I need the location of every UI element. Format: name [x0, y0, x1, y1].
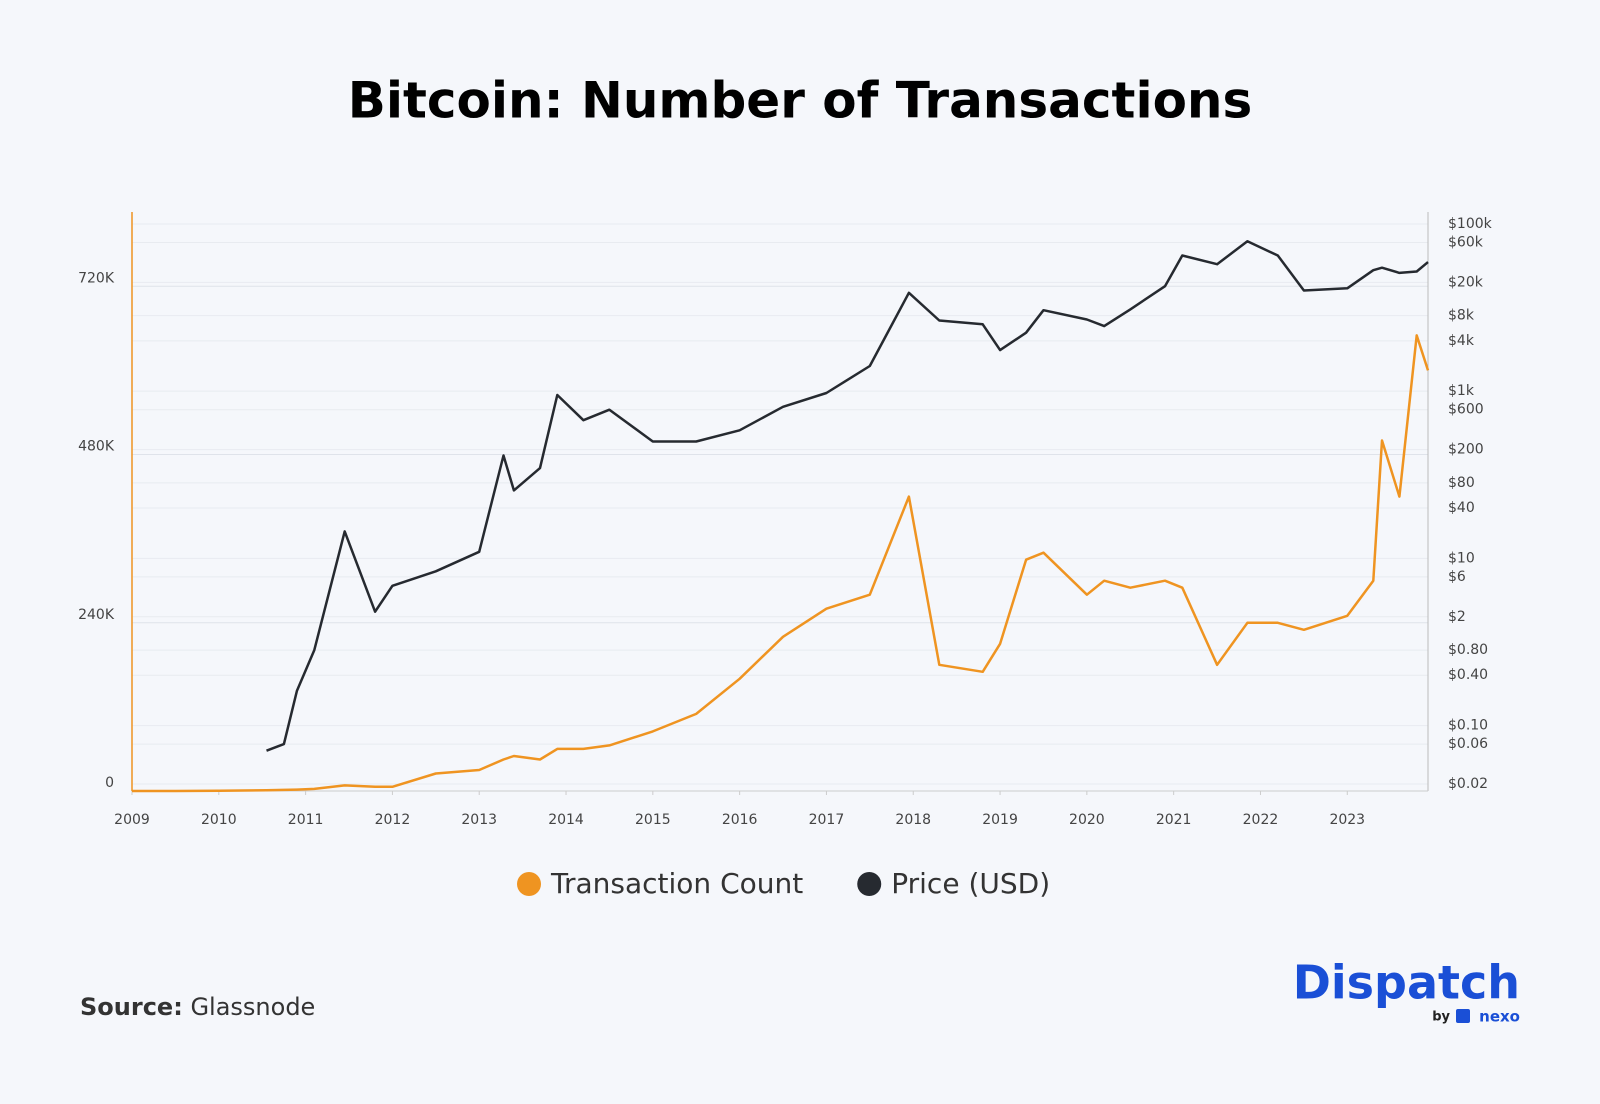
y2-tick-label: $200 — [1448, 442, 1484, 458]
y2-tick-label: $0.02 — [1448, 776, 1488, 792]
y2-tick-label: $8k — [1448, 308, 1475, 324]
y2-tick-label: $4k — [1448, 333, 1475, 349]
y2-tick-label: $60k — [1448, 235, 1484, 251]
y2-tick-label: $600 — [1448, 402, 1484, 418]
y-tick-label: 480K — [78, 439, 115, 455]
x-tick-label: 2021 — [1156, 812, 1192, 828]
y2-tick-label: $0.40 — [1448, 667, 1488, 683]
x-tick-label: 2010 — [201, 812, 237, 828]
source-label: Source: — [80, 993, 183, 1021]
brand-by: by — [1432, 1010, 1450, 1025]
y2-tick-label: $40 — [1448, 500, 1475, 516]
x-tick-label: 2020 — [1069, 812, 1105, 828]
x-tick-label: 2016 — [722, 812, 758, 828]
y2-tick-label: $80 — [1448, 475, 1475, 491]
y2-tick-label: $0.10 — [1448, 718, 1488, 734]
x-tick-label: 2019 — [982, 812, 1018, 828]
legend-label: Transaction Count — [550, 867, 803, 900]
brand-partner: nexo — [1479, 1008, 1520, 1026]
x-tick-label: 2014 — [548, 812, 584, 828]
y2-tick-label: $20k — [1448, 274, 1484, 290]
x-tick-label: 2017 — [809, 812, 845, 828]
x-tick-label: 2018 — [895, 812, 931, 828]
x-tick-label: 2023 — [1329, 812, 1365, 828]
partner-icon — [1456, 1009, 1470, 1023]
x-tick-label: 2011 — [288, 812, 324, 828]
y-tick-label: 0 — [105, 775, 114, 791]
y2-tick-label: $10 — [1448, 550, 1475, 566]
legend-marker — [517, 872, 541, 896]
plot — [132, 240, 1430, 793]
series-line — [132, 334, 1430, 793]
legend: Transaction Count Price (USD) — [517, 867, 1050, 900]
series-line — [266, 240, 1429, 752]
x-tick-label: 2015 — [635, 812, 671, 828]
legend-marker — [857, 872, 882, 896]
x-tick-label: 2009 — [114, 812, 150, 828]
y2-tick-label: $1k — [1448, 383, 1475, 399]
x-tick-label: 2022 — [1243, 812, 1279, 828]
brand-logo: Dispatch — [1293, 956, 1520, 1010]
y2-tick-label: $100k — [1448, 216, 1493, 232]
source: Source: Glassnode — [80, 993, 315, 1021]
y2-tick-label: $2 — [1448, 609, 1466, 625]
y-tick-label: 720K — [78, 270, 115, 286]
x-tick-label: 2013 — [461, 812, 497, 828]
y2-tick-label: $0.80 — [1448, 642, 1488, 658]
chart-title: Bitcoin: Number of Transactions — [348, 72, 1253, 130]
y2-tick-label: $6 — [1448, 569, 1466, 585]
y2-tick-label: $0.06 — [1448, 736, 1488, 752]
legend-label: Price (USD) — [891, 867, 1050, 900]
x-tick-label: 2012 — [375, 812, 411, 828]
source-name: Glassnode — [190, 993, 315, 1021]
y-tick-label: 240K — [78, 607, 115, 623]
grid: 0 240K 480K 720K $0.02 $0.06 $0.10 $0.40 $0.80 $2… — [78, 216, 1493, 828]
